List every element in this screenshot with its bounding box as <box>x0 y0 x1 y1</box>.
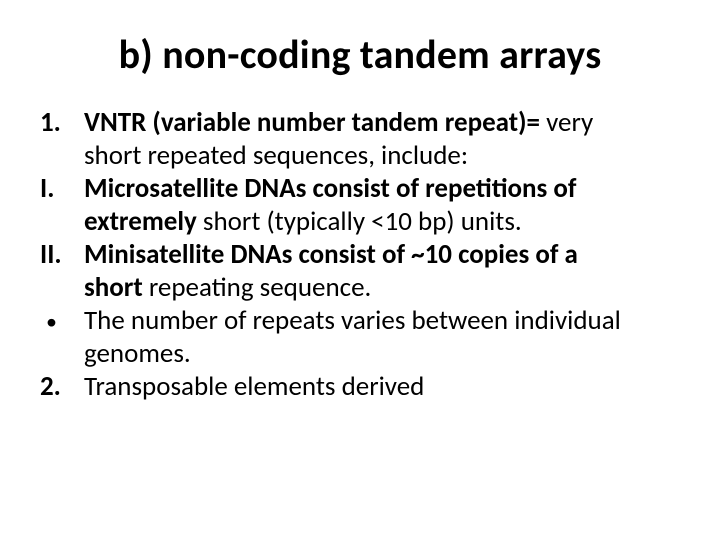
item-1-bold: VNTR (variable number tandem repeat)= <box>84 106 540 139</box>
item-I-bold-line2: extremely <box>84 205 197 238</box>
item-II-bold-line2: short <box>84 271 143 304</box>
item-2-marker: 2. <box>40 371 84 404</box>
slide: b) non-coding tandem arrays 1. VNTR (var… <box>0 0 720 540</box>
item-bullet-line1: The number of repeats varies between ind… <box>84 305 680 338</box>
item-II-content: Minisatellite DNAs consist of ~10 copies… <box>84 239 680 272</box>
slide-title: b) non-coding tandem arrays <box>40 30 680 79</box>
item-I: I. Microsatellite DNAs consist of repeti… <box>40 173 680 206</box>
item-1-content: VNTR (variable number tandem repeat)= ve… <box>84 107 680 140</box>
item-I-line2: extremely short (typically <10 bp) units… <box>84 206 680 239</box>
item-2: 2. Transposable elements derived <box>40 371 680 404</box>
item-1-marker: 1. <box>40 107 84 140</box>
item-I-bold-line1: Microsatellite DNAs consist of repetitio… <box>84 172 576 205</box>
item-II-marker: II. <box>40 239 84 272</box>
item-1-line2: short repeated sequences, include: <box>84 140 680 173</box>
slide-body: 1. VNTR (variable number tandem repeat)=… <box>40 107 680 403</box>
item-1: 1. VNTR (variable number tandem repeat)=… <box>40 107 680 140</box>
item-I-content: Microsatellite DNAs consist of repetitio… <box>84 173 680 206</box>
item-bullet: • The number of repeats varies between i… <box>40 305 680 338</box>
bullet-marker: • <box>40 305 84 338</box>
item-II-rest2: repeating sequence. <box>143 271 372 304</box>
item-II-line2: short repeating sequence. <box>84 272 680 305</box>
item-1-rest1: very <box>540 106 593 139</box>
item-II-bold-line1: Minisatellite DNAs consist of ~10 copies… <box>84 238 578 271</box>
item-2-content: Transposable elements derived <box>84 371 680 404</box>
item-I-rest2: short (typically <10 bp) units. <box>197 205 522 238</box>
item-II: II. Minisatellite DNAs consist of ~10 co… <box>40 239 680 272</box>
item-bullet-line2: genomes. <box>84 338 680 371</box>
item-I-marker: I. <box>40 173 84 206</box>
bullet-icon: • <box>46 311 57 333</box>
